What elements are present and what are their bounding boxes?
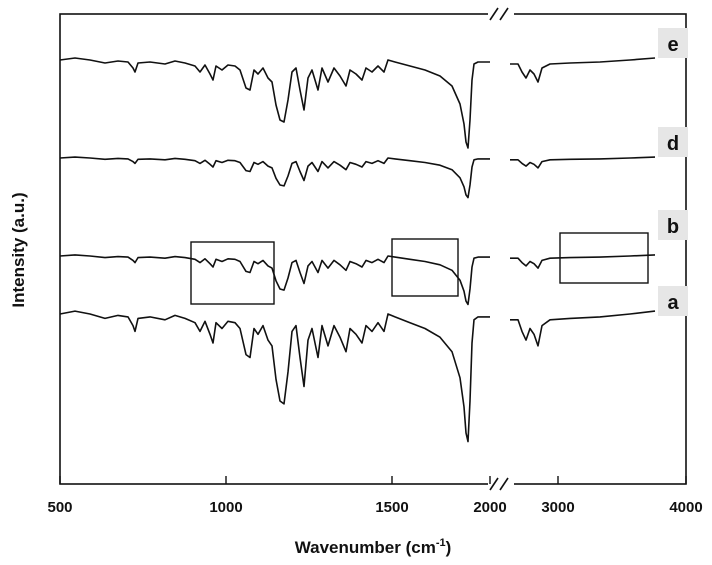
series-tag-e: e — [667, 34, 678, 56]
series-d-line — [59, 156, 490, 199]
series-tags: e d b a — [658, 28, 688, 316]
spectra — [59, 57, 656, 443]
series-tag-bg — [658, 28, 688, 58]
series-tag-a: a — [667, 292, 679, 314]
series-e-line — [59, 57, 490, 149]
series-tag-bg — [658, 127, 688, 157]
series-a-line — [510, 310, 656, 347]
callout-box-3 — [559, 232, 649, 284]
x-tick-label: 4000 — [669, 499, 702, 516]
y-axis-title: Intensity (a.u.) — [9, 192, 28, 307]
axis-break-bottom — [488, 476, 514, 492]
x-ticks — [59, 476, 687, 484]
x-tick-label: 2000 — [473, 499, 506, 516]
series-b-line — [510, 254, 656, 269]
series-tag-bg — [658, 286, 688, 316]
x-tick-label: 1500 — [375, 499, 408, 516]
x-tick-label: 3000 — [541, 499, 574, 516]
series-tag-d: d — [667, 133, 679, 155]
x-axis-title: Wavenumber (cm-1) — [295, 537, 452, 557]
series-tag-bg — [658, 210, 688, 240]
x-tick-label: 1000 — [209, 499, 242, 516]
callout-box-2 — [391, 238, 459, 297]
series-tag-b: b — [667, 216, 679, 238]
series-e-line — [510, 57, 656, 83]
callout-boxes — [190, 232, 649, 305]
series-d-line — [510, 156, 656, 169]
callout-box-1 — [190, 241, 275, 305]
x-tick-labels: 500 1000 1500 2000 3000 4000 — [47, 499, 702, 516]
series-a-line — [59, 310, 490, 443]
plot-frame — [59, 13, 687, 485]
x-tick-label: 500 — [47, 499, 72, 516]
axis-break-top — [488, 6, 514, 22]
series-b-line — [59, 254, 490, 306]
